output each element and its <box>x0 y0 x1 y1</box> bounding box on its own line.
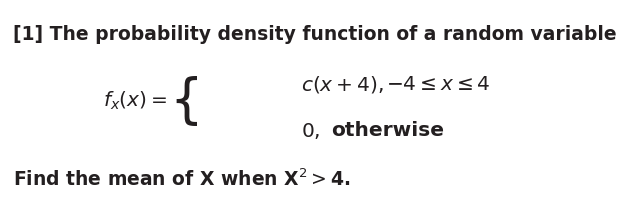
Text: $c(x + 4),$: $c(x + 4),$ <box>301 74 383 95</box>
Text: $0,$: $0,$ <box>301 121 320 141</box>
Text: Find the mean of X when X$^2$$>$4.: Find the mean of X when X$^2$$>$4. <box>13 168 351 190</box>
Text: $f_x(x) = $: $f_x(x) = $ <box>102 90 167 112</box>
Text: $\{$: $\{$ <box>169 74 198 128</box>
Text: $-4 \leq x \leq 4$: $-4 \leq x \leq 4$ <box>386 75 491 94</box>
Text: otherwise: otherwise <box>332 121 445 140</box>
Text: [1] The probability density function of a random variable X is: [1] The probability density function of … <box>13 25 621 44</box>
